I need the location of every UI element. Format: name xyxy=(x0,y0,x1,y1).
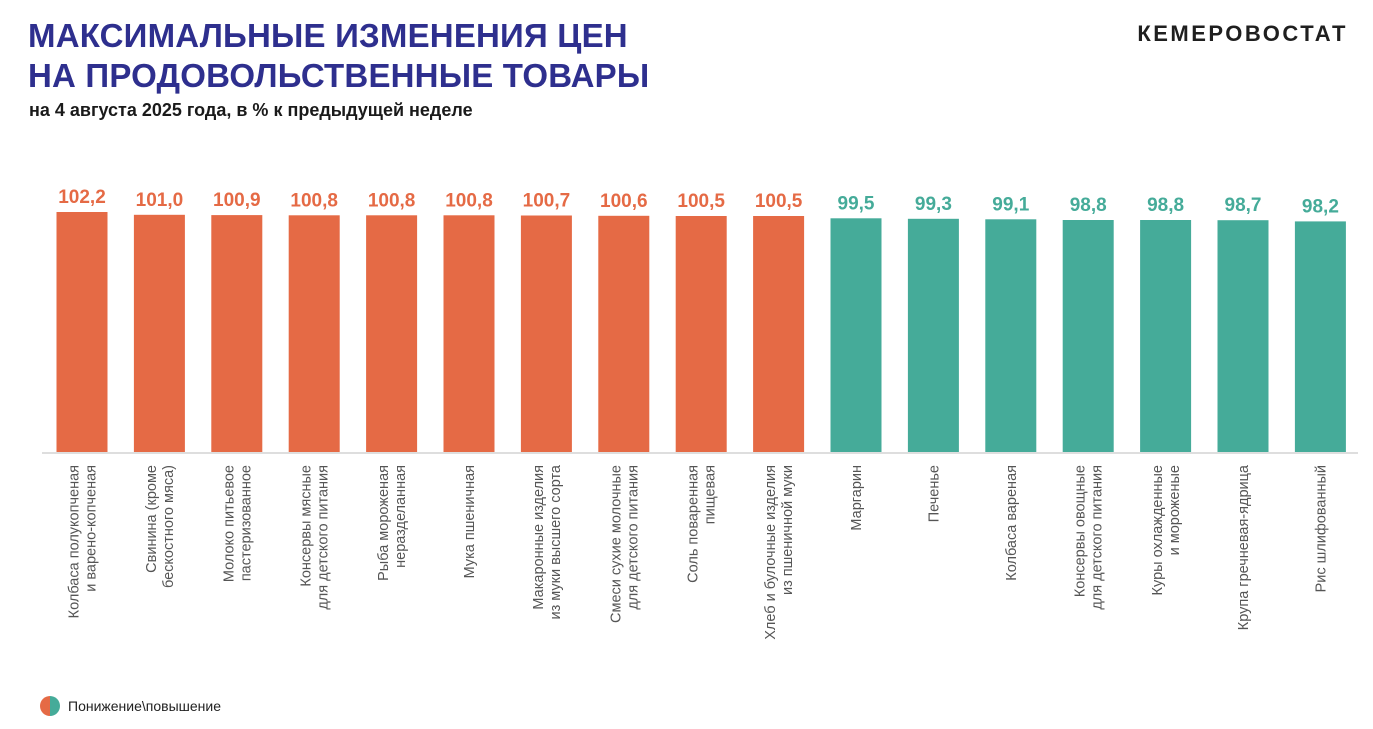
bar-value-label: 98,7 xyxy=(1225,195,1262,216)
category-label-group: Мука пшеничная xyxy=(462,465,478,578)
category-label-group: Колбаса вареная xyxy=(1004,465,1020,581)
category-label-group: Молоко питьевое пастеризованное xyxy=(221,465,254,582)
category-label: Куры охлажденные xyxy=(1150,465,1166,595)
bar-value-label: 100,7 xyxy=(523,191,571,212)
category-label: Свинина (кроме xyxy=(144,465,160,573)
bar-value-label: 100,8 xyxy=(368,190,416,211)
bar-value-label: 98,2 xyxy=(1302,196,1339,217)
category-label-group: Маргарин xyxy=(849,465,865,531)
category-label-group: Печенье xyxy=(926,465,942,522)
bar-value-label: 100,5 xyxy=(755,191,803,212)
category-label: и варено-копченая xyxy=(84,465,100,592)
category-label: неразделанная xyxy=(393,465,409,568)
bar xyxy=(985,219,1037,452)
category-label: Консервы мясные xyxy=(299,465,315,587)
bar xyxy=(133,214,185,452)
bar xyxy=(443,215,495,452)
category-label: Колбаса полукопченая xyxy=(67,465,83,618)
category-label: Колбаса вареная xyxy=(1004,465,1020,581)
bar xyxy=(1140,220,1192,452)
category-label-group: Смеси сухие молочные для детского питания xyxy=(608,465,641,623)
category-label-group: Соль поваренная пищевая xyxy=(686,465,719,583)
legend: Понижение\повышение xyxy=(40,696,221,716)
category-label-group: Консервы мясные для детского питания xyxy=(299,465,332,610)
category-label-group: Хлеб и булочные изделия из пшеничной муки xyxy=(763,465,796,640)
bar xyxy=(366,215,418,452)
category-label: пастеризованное xyxy=(238,465,254,581)
category-label: Макаронные изделия xyxy=(531,465,547,610)
category-label: из пшеничной муки xyxy=(780,465,796,595)
category-label: пищевая xyxy=(703,465,719,524)
legend-label: Понижение\повышение xyxy=(68,698,222,714)
category-label-group: Консервы овощные для детского питания xyxy=(1073,465,1106,610)
brand-logo: КЕМЕРОВОСТАТ xyxy=(1137,21,1348,46)
bar xyxy=(907,218,959,452)
legend-half-circle-icon xyxy=(40,696,60,716)
bar-value-label: 99,1 xyxy=(992,194,1029,215)
bar xyxy=(1294,221,1346,452)
category-label: для детского питания xyxy=(1090,465,1106,610)
category-label-group: Куры охлажденные и мороженые xyxy=(1150,465,1183,595)
bar-value-label: 101,0 xyxy=(136,190,184,211)
bar-value-label: 100,5 xyxy=(677,191,725,212)
bar-chart: 102,2 Колбаса полукопченая и варено-копчен… xyxy=(42,187,1358,640)
title-line-1: МАКСИМАЛЬНЫЕ ИЗМЕНЕНИЯ ЦЕН xyxy=(28,17,628,54)
category-label: Молоко питьевое xyxy=(221,465,237,582)
category-label: Крупа гречневая-ядрица xyxy=(1236,464,1252,630)
bar-value-label: 102,2 xyxy=(58,187,106,208)
category-label: и мороженые xyxy=(1167,465,1183,555)
category-label-group: Колбаса полукопченая и варено-копченая xyxy=(67,465,100,618)
category-label: Рис шлифованный xyxy=(1313,465,1329,592)
bar xyxy=(753,216,805,452)
bar xyxy=(288,215,340,452)
bar xyxy=(211,215,263,452)
page-title: МАКСИМАЛЬНЫЕ ИЗМЕНЕНИЯ ЦЕН НА ПРОДОВОЛЬС… xyxy=(28,16,828,96)
bar xyxy=(598,215,650,452)
bar-value-label: 100,8 xyxy=(290,190,338,211)
category-label: бескостного мяса) xyxy=(161,465,177,588)
bar-value-label: 100,9 xyxy=(213,190,261,211)
category-label: Маргарин xyxy=(849,465,865,531)
bar-value-label: 100,8 xyxy=(445,190,493,211)
page-subtitle: на 4 августа 2025 года, в % к предыдущей… xyxy=(29,100,473,120)
category-label: Соль поваренная xyxy=(686,465,702,583)
bar-value-label: 98,8 xyxy=(1070,195,1107,216)
category-label: Смеси сухие молочные xyxy=(608,465,624,623)
category-label: из муки высшего сорта xyxy=(548,464,564,619)
bar xyxy=(56,212,108,452)
bar-value-label: 98,8 xyxy=(1147,195,1184,216)
bar xyxy=(1217,220,1269,452)
title-line-2: НА ПРОДОВОЛЬСТВЕННЫЕ ТОВАРЫ xyxy=(28,57,650,94)
category-label: для детского питания xyxy=(625,465,641,610)
category-label: Печенье xyxy=(926,465,942,522)
category-label: для детского питания xyxy=(316,465,332,610)
category-label: Рыба мороженая xyxy=(376,465,392,581)
category-label: Консервы овощные xyxy=(1073,465,1089,597)
bar xyxy=(1062,220,1114,452)
category-label-group: Макаронные изделия из муки высшего сорта xyxy=(531,464,564,619)
category-label-group: Свинина (кроме бескостного мяса) xyxy=(144,465,177,588)
bar-value-label: 100,6 xyxy=(600,191,648,212)
category-label-group: Крупа гречневая-ядрица xyxy=(1236,464,1252,630)
category-label-group: Рыба мороженая неразделанная xyxy=(376,465,409,581)
bar-value-label: 99,3 xyxy=(915,194,952,215)
bar xyxy=(675,216,727,452)
bar xyxy=(520,215,572,452)
bar xyxy=(830,218,882,452)
category-label-group: Рис шлифованный xyxy=(1313,465,1329,592)
bar-value-label: 99,5 xyxy=(838,193,875,214)
category-label: Мука пшеничная xyxy=(462,465,478,578)
category-label: Хлеб и булочные изделия xyxy=(763,465,779,640)
